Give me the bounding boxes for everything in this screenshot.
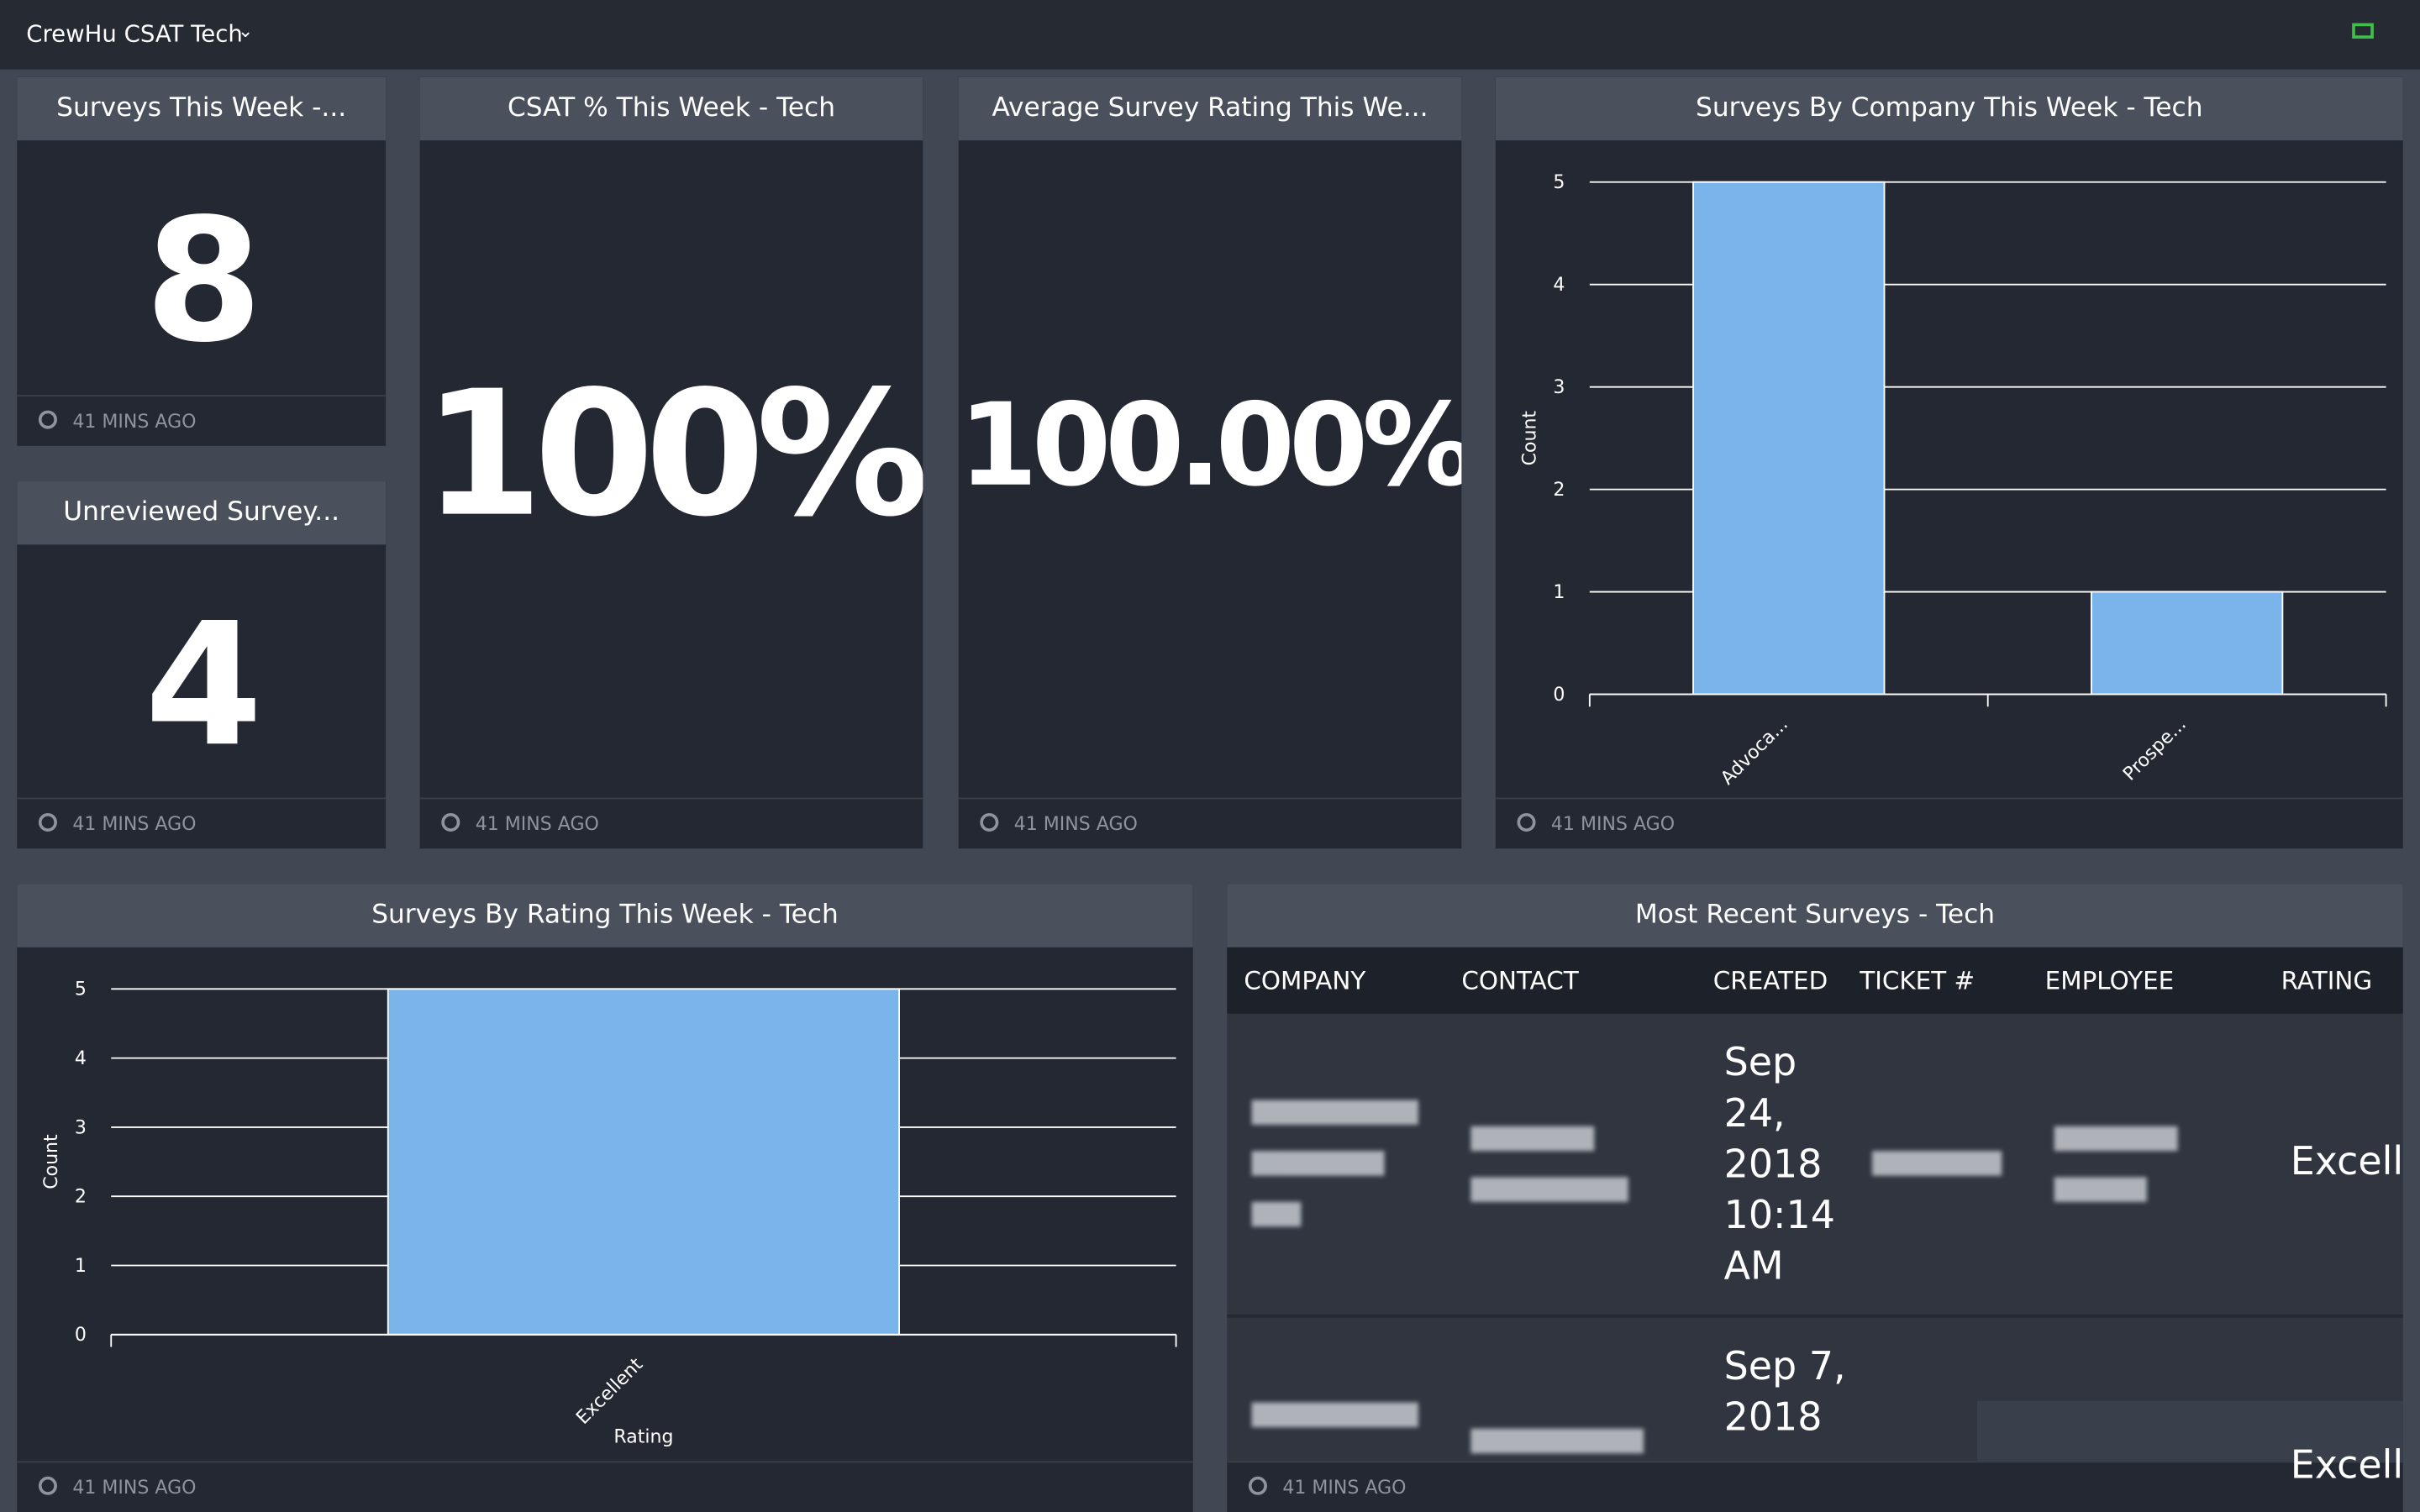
column-header: COMPANY — [1244, 965, 1366, 995]
bar — [387, 988, 900, 1336]
column-header: EMPLOYEE — [2044, 965, 2175, 995]
top-bar: CrewHu CSAT Tech ⌄ — [0, 0, 2420, 70]
redacted — [1871, 1151, 2002, 1176]
x-tick-label: Prospe... — [2119, 714, 2191, 785]
dashboard-title[interactable]: CrewHu CSAT Tech — [26, 19, 243, 48]
widget-title: Surveys By Rating This Week - Tech — [17, 884, 1193, 948]
column-header: TICKET # — [1860, 965, 1975, 995]
updated: 41 MINS AGO — [1227, 1461, 2403, 1512]
redacted — [1470, 1177, 1628, 1202]
bar — [2090, 591, 2284, 696]
widget: Average Survey Rating This We... 100.00%… — [958, 76, 1462, 849]
rating-cell: Excellent — [2290, 1138, 2403, 1184]
y-axis-label: Count — [41, 1134, 62, 1189]
widget: Surveys By Rating This Week - Tech 41 MI… — [17, 884, 1193, 1512]
chart: 0 1 2 3 4 5 Excellent Count Rating — [41, 979, 1177, 1447]
y-axis-label: Count — [1520, 411, 1541, 466]
updated: 41 MINS AGO — [419, 797, 923, 849]
tv-icon[interactable] — [2352, 23, 2374, 39]
y-tick-label: 1 — [1553, 582, 1565, 603]
redacted — [1251, 1100, 1418, 1125]
created-cell: Sep 7, 2018 — [1723, 1343, 1846, 1440]
x-axis-label: Rating — [613, 1426, 673, 1447]
kpi-value: 100% — [423, 354, 923, 556]
redacted — [1470, 1428, 1644, 1454]
widget: Surveys By Company This Week - Tech 41 M… — [1495, 76, 2403, 849]
chart: 0 1 2 3 4 5 Advoca... Prospe... Count — [1520, 172, 2387, 790]
updated: 41 MINS AGO — [17, 797, 387, 849]
row-divider — [1227, 1314, 2403, 1318]
column-header: RATING — [2281, 965, 2373, 995]
kpi-value: 100.00% — [958, 379, 1462, 512]
kpi-value: 4 — [145, 585, 263, 785]
widget-title: Unreviewed Survey... — [17, 481, 387, 545]
redacted — [1251, 1402, 1418, 1427]
widget-title: Surveys This Week -... — [17, 76, 387, 141]
updated: 41 MINS AGO — [1495, 797, 2403, 849]
widget: Unreviewed Survey... 4 41 MINS AGO — [17, 481, 387, 849]
bar — [1692, 181, 1886, 696]
redacted — [1251, 1201, 1302, 1227]
table-header — [1227, 947, 2403, 1014]
updated: 41 MINS AGO — [17, 395, 387, 446]
y-tick-label: 0 — [1553, 685, 1565, 706]
y-tick-label: 1 — [75, 1256, 87, 1277]
y-tick-label: 0 — [75, 1325, 87, 1346]
redacted — [2054, 1177, 2147, 1202]
rating-cell: Excellent — [2290, 1442, 2403, 1488]
widget: CSAT % This Week - Tech 100% 41 MINS AGO — [419, 76, 923, 849]
created-cell: Sep 24, 2018 10:14 AM — [1723, 1039, 1835, 1289]
y-tick-label: 2 — [1553, 480, 1565, 501]
redacted — [2054, 1126, 2178, 1152]
widget: Surveys This Week -... 8 41 MINS AGO — [17, 76, 387, 446]
updated: 41 MINS AGO — [958, 797, 1462, 849]
y-tick-label: 3 — [1553, 377, 1565, 398]
widget-title: Most Recent Surveys - Tech — [1227, 884, 2403, 948]
widget-title: Average Survey Rating This We... — [958, 76, 1462, 141]
x-tick-label: Excellent — [572, 1354, 647, 1429]
kpi-value: 8 — [145, 181, 263, 380]
y-tick-label: 2 — [75, 1187, 87, 1208]
y-tick-label: 5 — [1553, 172, 1565, 193]
y-tick-label: 4 — [1553, 275, 1565, 296]
redacted — [1251, 1151, 1385, 1176]
widget-title: Surveys By Company This Week - Tech — [1495, 76, 2403, 141]
y-tick-label: 5 — [75, 979, 87, 1000]
redacted — [1470, 1126, 1595, 1152]
widget-title: CSAT % This Week - Tech — [419, 76, 923, 141]
y-tick-label: 3 — [75, 1117, 87, 1138]
dropdown-caret[interactable]: ⌄ — [237, 19, 254, 42]
updated: 41 MINS AGO — [17, 1461, 1193, 1512]
column-header: CONTACT — [1461, 965, 1579, 995]
x-tick-label: Advoca... — [1717, 714, 1792, 790]
column-header: CREATED — [1712, 965, 1828, 995]
widget: Most Recent Surveys - Tech 41 MINS AGO C… — [1227, 884, 2403, 1512]
y-tick-label: 4 — [75, 1048, 87, 1069]
